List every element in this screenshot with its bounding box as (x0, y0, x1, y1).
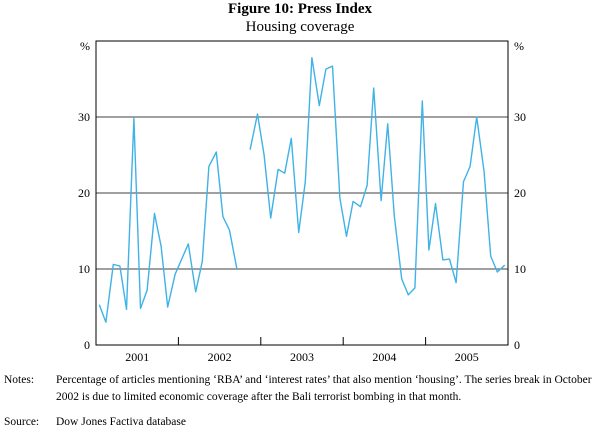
x-tick-label-2005: 2005 (455, 350, 479, 364)
figure-title: Figure 10: Press Index (227, 1, 373, 17)
x-axis-ticks: 2001 2002 2003 2004 2005 (125, 337, 479, 364)
y-tick-label-right: 30 (514, 110, 526, 124)
source-label: Source: (4, 416, 40, 428)
line-chart: 2001 2002 2003 2004 2005 0 0 10 10 20 20 30 30 %% (78, 39, 526, 364)
series-line-segment-2 (249, 57, 506, 296)
series-line-segment-1 (98, 117, 238, 323)
x-tick-label-2004: 2004 (372, 350, 396, 364)
x-tick-label-2003: 2003 (290, 350, 314, 364)
figure-subtitle: Housing coverage (245, 19, 355, 35)
y-tick-label-left: 30 (78, 110, 90, 124)
y-tick-label-right: 0 (514, 338, 520, 352)
series-group (98, 57, 506, 323)
notes-text: Percentage of articles mentioning ‘RBA’ … (56, 374, 592, 403)
plot-frame (95, 40, 509, 346)
axis-labels: %% (80, 39, 524, 53)
y-unit-label-left: % (80, 39, 90, 53)
y-tick-label-left: 0 (84, 338, 90, 352)
x-tick-label-2002: 2002 (208, 350, 232, 364)
x-tick-label-2001: 2001 (125, 350, 149, 364)
y-axis-ticks: 0 0 10 10 20 20 30 30 (78, 110, 526, 352)
notes-label: Notes: (4, 374, 35, 386)
notes-block: Notes: Percentage of articles mentioning… (4, 372, 600, 408)
y-tick-label-right: 20 (514, 186, 526, 200)
y-tick-label-right: 10 (514, 262, 526, 276)
y-tick-label-left: 20 (78, 186, 90, 200)
y-unit-label-right: % (514, 39, 524, 53)
source-block: Source: Dow Jones Factiva database (4, 414, 600, 431)
gridlines (96, 116, 508, 270)
y-tick-label-left: 10 (78, 262, 90, 276)
source-text: Dow Jones Factiva database (56, 416, 186, 428)
